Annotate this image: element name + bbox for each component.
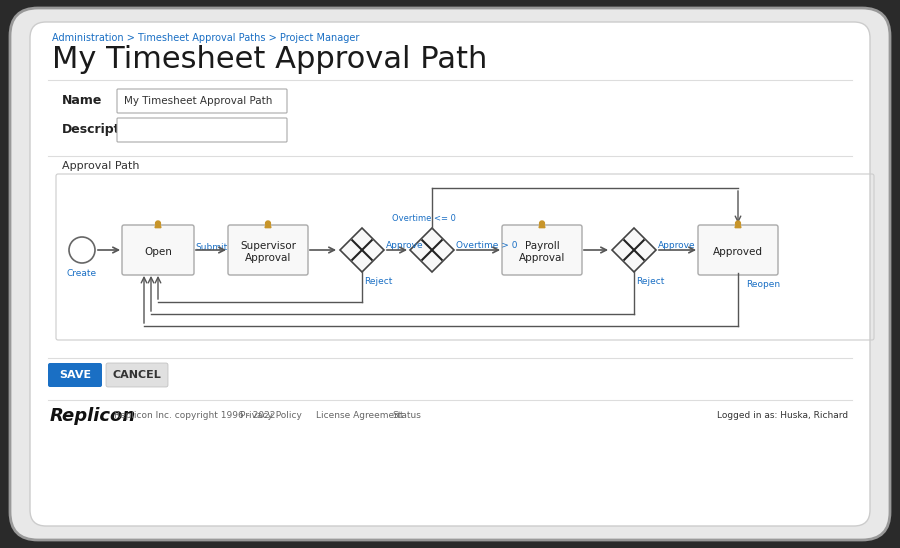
Text: Reopen: Reopen (746, 280, 780, 289)
Text: Approved: Approved (713, 247, 763, 257)
Circle shape (266, 221, 270, 226)
FancyBboxPatch shape (30, 22, 870, 526)
Polygon shape (340, 228, 384, 272)
Text: Replicon: Replicon (50, 407, 136, 425)
Text: My Timesheet Approval Path: My Timesheet Approval Path (124, 96, 273, 106)
FancyBboxPatch shape (502, 225, 582, 275)
Circle shape (540, 221, 544, 226)
FancyBboxPatch shape (228, 225, 308, 275)
Text: SAVE: SAVE (58, 370, 91, 380)
Text: Open: Open (144, 247, 172, 257)
Text: License Agreement: License Agreement (316, 412, 403, 420)
Text: Approve: Approve (658, 242, 696, 250)
Text: Reject: Reject (364, 277, 392, 286)
Text: CANCEL: CANCEL (112, 370, 161, 380)
FancyBboxPatch shape (106, 363, 168, 387)
Text: Name: Name (62, 94, 103, 107)
Wedge shape (266, 225, 271, 227)
FancyBboxPatch shape (698, 225, 778, 275)
Text: Description: Description (62, 123, 142, 136)
Text: My Timesheet Approval Path: My Timesheet Approval Path (52, 45, 488, 75)
Polygon shape (612, 228, 656, 272)
Circle shape (735, 221, 741, 226)
Wedge shape (735, 225, 741, 227)
Text: Status: Status (392, 412, 421, 420)
Text: Administration > Timesheet Approval Paths > Project Manager: Administration > Timesheet Approval Path… (52, 33, 359, 43)
Text: Approval Path: Approval Path (62, 161, 140, 171)
Circle shape (69, 237, 95, 263)
Circle shape (156, 221, 160, 226)
Text: Logged in as: Huska, Richard: Logged in as: Huska, Richard (717, 412, 848, 420)
Text: Privacy Policy: Privacy Policy (240, 412, 302, 420)
Wedge shape (539, 225, 544, 227)
Text: Create: Create (67, 269, 97, 278)
Polygon shape (410, 228, 454, 272)
Wedge shape (155, 225, 161, 227)
FancyBboxPatch shape (48, 363, 102, 387)
FancyBboxPatch shape (122, 225, 194, 275)
Text: Reject: Reject (636, 277, 664, 286)
Text: Supervisor
Approval: Supervisor Approval (240, 241, 296, 263)
Text: Submit: Submit (195, 243, 227, 253)
Text: Replicon Inc. copyright 1996 - 2022: Replicon Inc. copyright 1996 - 2022 (114, 412, 275, 420)
FancyBboxPatch shape (10, 8, 890, 540)
FancyBboxPatch shape (117, 89, 287, 113)
Text: Overtime > 0: Overtime > 0 (456, 242, 518, 250)
FancyBboxPatch shape (117, 118, 287, 142)
Text: Approve: Approve (386, 242, 424, 250)
Text: Overtime <= 0: Overtime <= 0 (392, 214, 456, 223)
Text: Payroll
Approval: Payroll Approval (518, 241, 565, 263)
